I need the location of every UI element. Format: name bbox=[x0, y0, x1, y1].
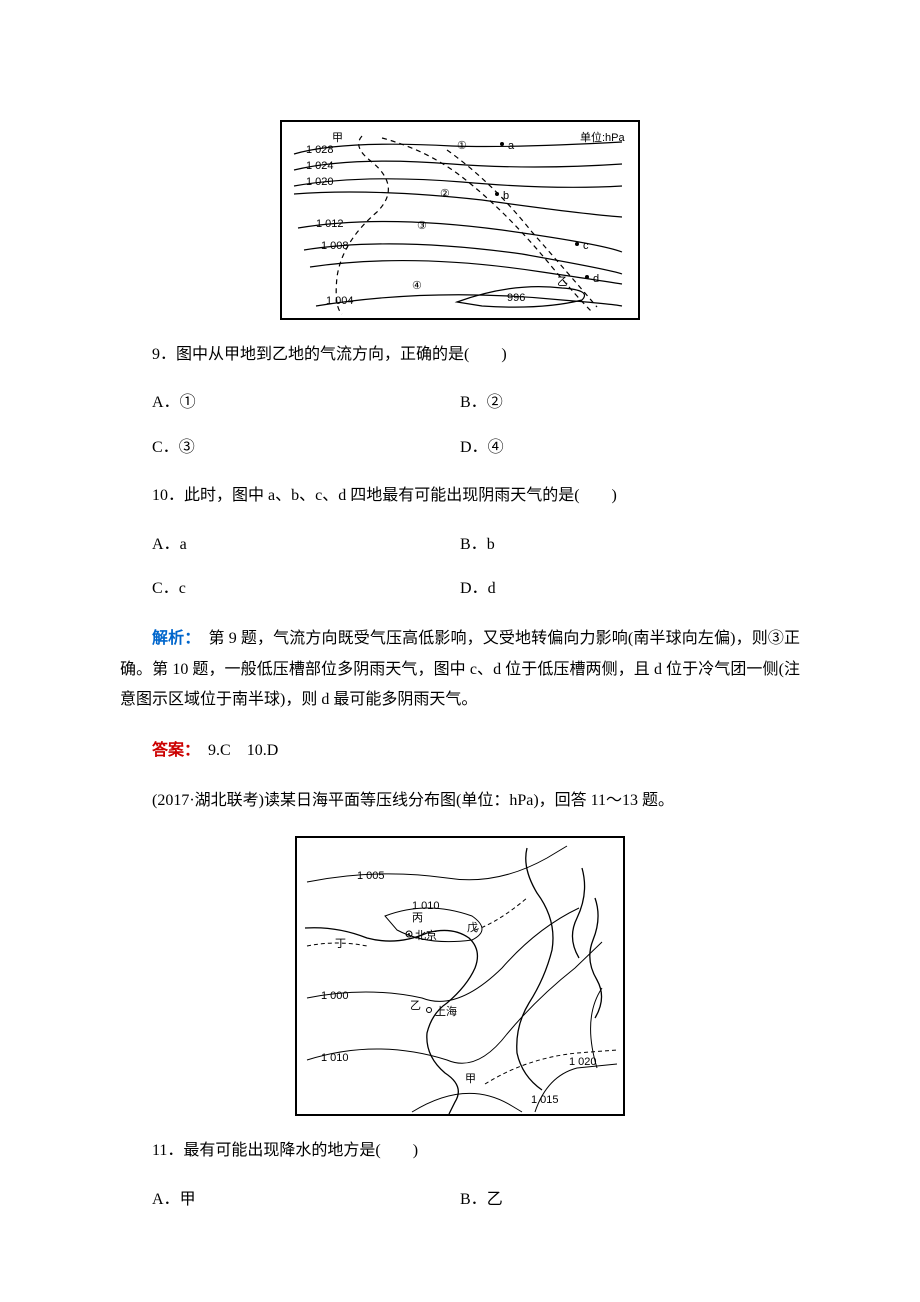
fig2-yi: 乙 bbox=[410, 996, 421, 1017]
q9-number: 9． bbox=[152, 346, 176, 363]
fig2-ding: 丁 bbox=[335, 934, 346, 955]
figure-2-svg bbox=[297, 838, 627, 1118]
q10-options-row2: C．c D．d bbox=[120, 574, 800, 604]
fig1-circled-3: ③ bbox=[417, 216, 427, 237]
q9-opt-a: A．① bbox=[120, 388, 460, 418]
q9-opt-b: B．② bbox=[460, 388, 800, 418]
fig2-iso-1010b: 1 010 bbox=[321, 1048, 349, 1069]
fig1-circled-2: ② bbox=[440, 184, 450, 205]
fig2-shanghai: 上海 bbox=[435, 1002, 457, 1023]
intro2: (2017·湖北联考)读某日海平面等压线分布图(单位：hPa)，回答 11～13… bbox=[120, 786, 800, 816]
answer-text: 9.C 10.D bbox=[192, 742, 278, 759]
figure-2-container: 北京 上海 丙 丁 戊 乙 甲 1 005 1 010 1 000 1 010 … bbox=[120, 836, 800, 1116]
q10-opt-c: C．c bbox=[120, 574, 460, 604]
fig1-point-c: c bbox=[583, 236, 589, 257]
fig1-unit-label: 单位:hPa bbox=[580, 128, 625, 149]
q11-opt-a: A．甲 bbox=[120, 1185, 460, 1215]
fig1-circled-4: ④ bbox=[412, 276, 422, 297]
fig2-iso-1005: 1 005 bbox=[357, 866, 385, 887]
fig1-point-a: a bbox=[508, 136, 514, 157]
answer-block: 答案： 9.C 10.D bbox=[120, 736, 800, 766]
q9-options-row1: A．① B．② bbox=[120, 388, 800, 418]
fig1-point-d: d bbox=[593, 269, 599, 290]
q10-stem: 10．此时，图中 a、b、c、d 四地最有可能出现阴雨天气的是( ) bbox=[120, 481, 800, 511]
q11-opt-b: B．乙 bbox=[460, 1185, 800, 1215]
fig2-beijing: 北京 bbox=[415, 926, 437, 947]
fig1-iso-1008: 1 008 bbox=[321, 236, 349, 257]
fig1-point-b: b bbox=[503, 186, 509, 207]
analysis-block: 解析： 第 9 题，气流方向既受气压高低影响，又受地转偏向力影响(南半球向左偏)… bbox=[120, 624, 800, 715]
fig1-iso-1012: 1 012 bbox=[316, 214, 344, 235]
q11-text: 最有可能出现降水的地方是( ) bbox=[183, 1142, 418, 1159]
fig1-circled-1: ① bbox=[457, 136, 467, 157]
q11-stem: 11．最有可能出现降水的地方是( ) bbox=[120, 1136, 800, 1166]
fig2-wu: 戊 bbox=[467, 918, 478, 939]
figure-1: 单位:hPa 甲 乙 a b c d ① ② ③ ④ 1 028 1 024 1… bbox=[280, 120, 640, 320]
q9-opt-d: D．④ bbox=[460, 433, 800, 463]
fig1-iso-1004: 1 004 bbox=[326, 291, 354, 312]
analysis-label: 解析： bbox=[152, 630, 192, 647]
answer-label: 答案： bbox=[152, 742, 192, 759]
q9-options-row2: C．③ D．④ bbox=[120, 433, 800, 463]
q10-opt-a: A．a bbox=[120, 530, 460, 560]
q9-opt-c: C．③ bbox=[120, 433, 460, 463]
fig2-iso-1010a: 1 010 bbox=[412, 896, 440, 917]
q10-options-row1: A．a B．b bbox=[120, 530, 800, 560]
q9-stem: 9．图中从甲地到乙地的气流方向，正确的是( ) bbox=[120, 340, 800, 370]
fig2-iso-1015: 1 015 bbox=[531, 1090, 559, 1111]
fig1-region-jia: 甲 bbox=[332, 128, 343, 149]
figure-2: 北京 上海 丙 丁 戊 乙 甲 1 005 1 010 1 000 1 010 … bbox=[295, 836, 625, 1116]
q11-options-row1: A．甲 B．乙 bbox=[120, 1185, 800, 1215]
fig2-iso-1000: 1 000 bbox=[321, 986, 349, 1007]
q11-number: 11． bbox=[152, 1142, 183, 1159]
q9-text: 图中从甲地到乙地的气流方向，正确的是( ) bbox=[176, 346, 507, 363]
analysis-text: 第 9 题，气流方向既受气压高低影响，又受地转偏向力影响(南半球向左偏)，则③正… bbox=[120, 630, 800, 708]
fig1-iso-996: 996 bbox=[507, 288, 525, 309]
fig1-iso-1020: 1 020 bbox=[306, 172, 334, 193]
fig1-region-yi: 乙 bbox=[557, 272, 568, 293]
q10-number: 10． bbox=[152, 487, 184, 504]
q10-text: 此时，图中 a、b、c、d 四地最有可能出现阴雨天气的是( ) bbox=[184, 487, 617, 504]
q10-opt-b: B．b bbox=[460, 530, 800, 560]
fig2-iso-1020: 1 020 bbox=[569, 1052, 597, 1073]
figure-1-container: 单位:hPa 甲 乙 a b c d ① ② ③ ④ 1 028 1 024 1… bbox=[120, 120, 800, 320]
q10-opt-d: D．d bbox=[460, 574, 800, 604]
fig2-jia: 甲 bbox=[465, 1069, 476, 1090]
